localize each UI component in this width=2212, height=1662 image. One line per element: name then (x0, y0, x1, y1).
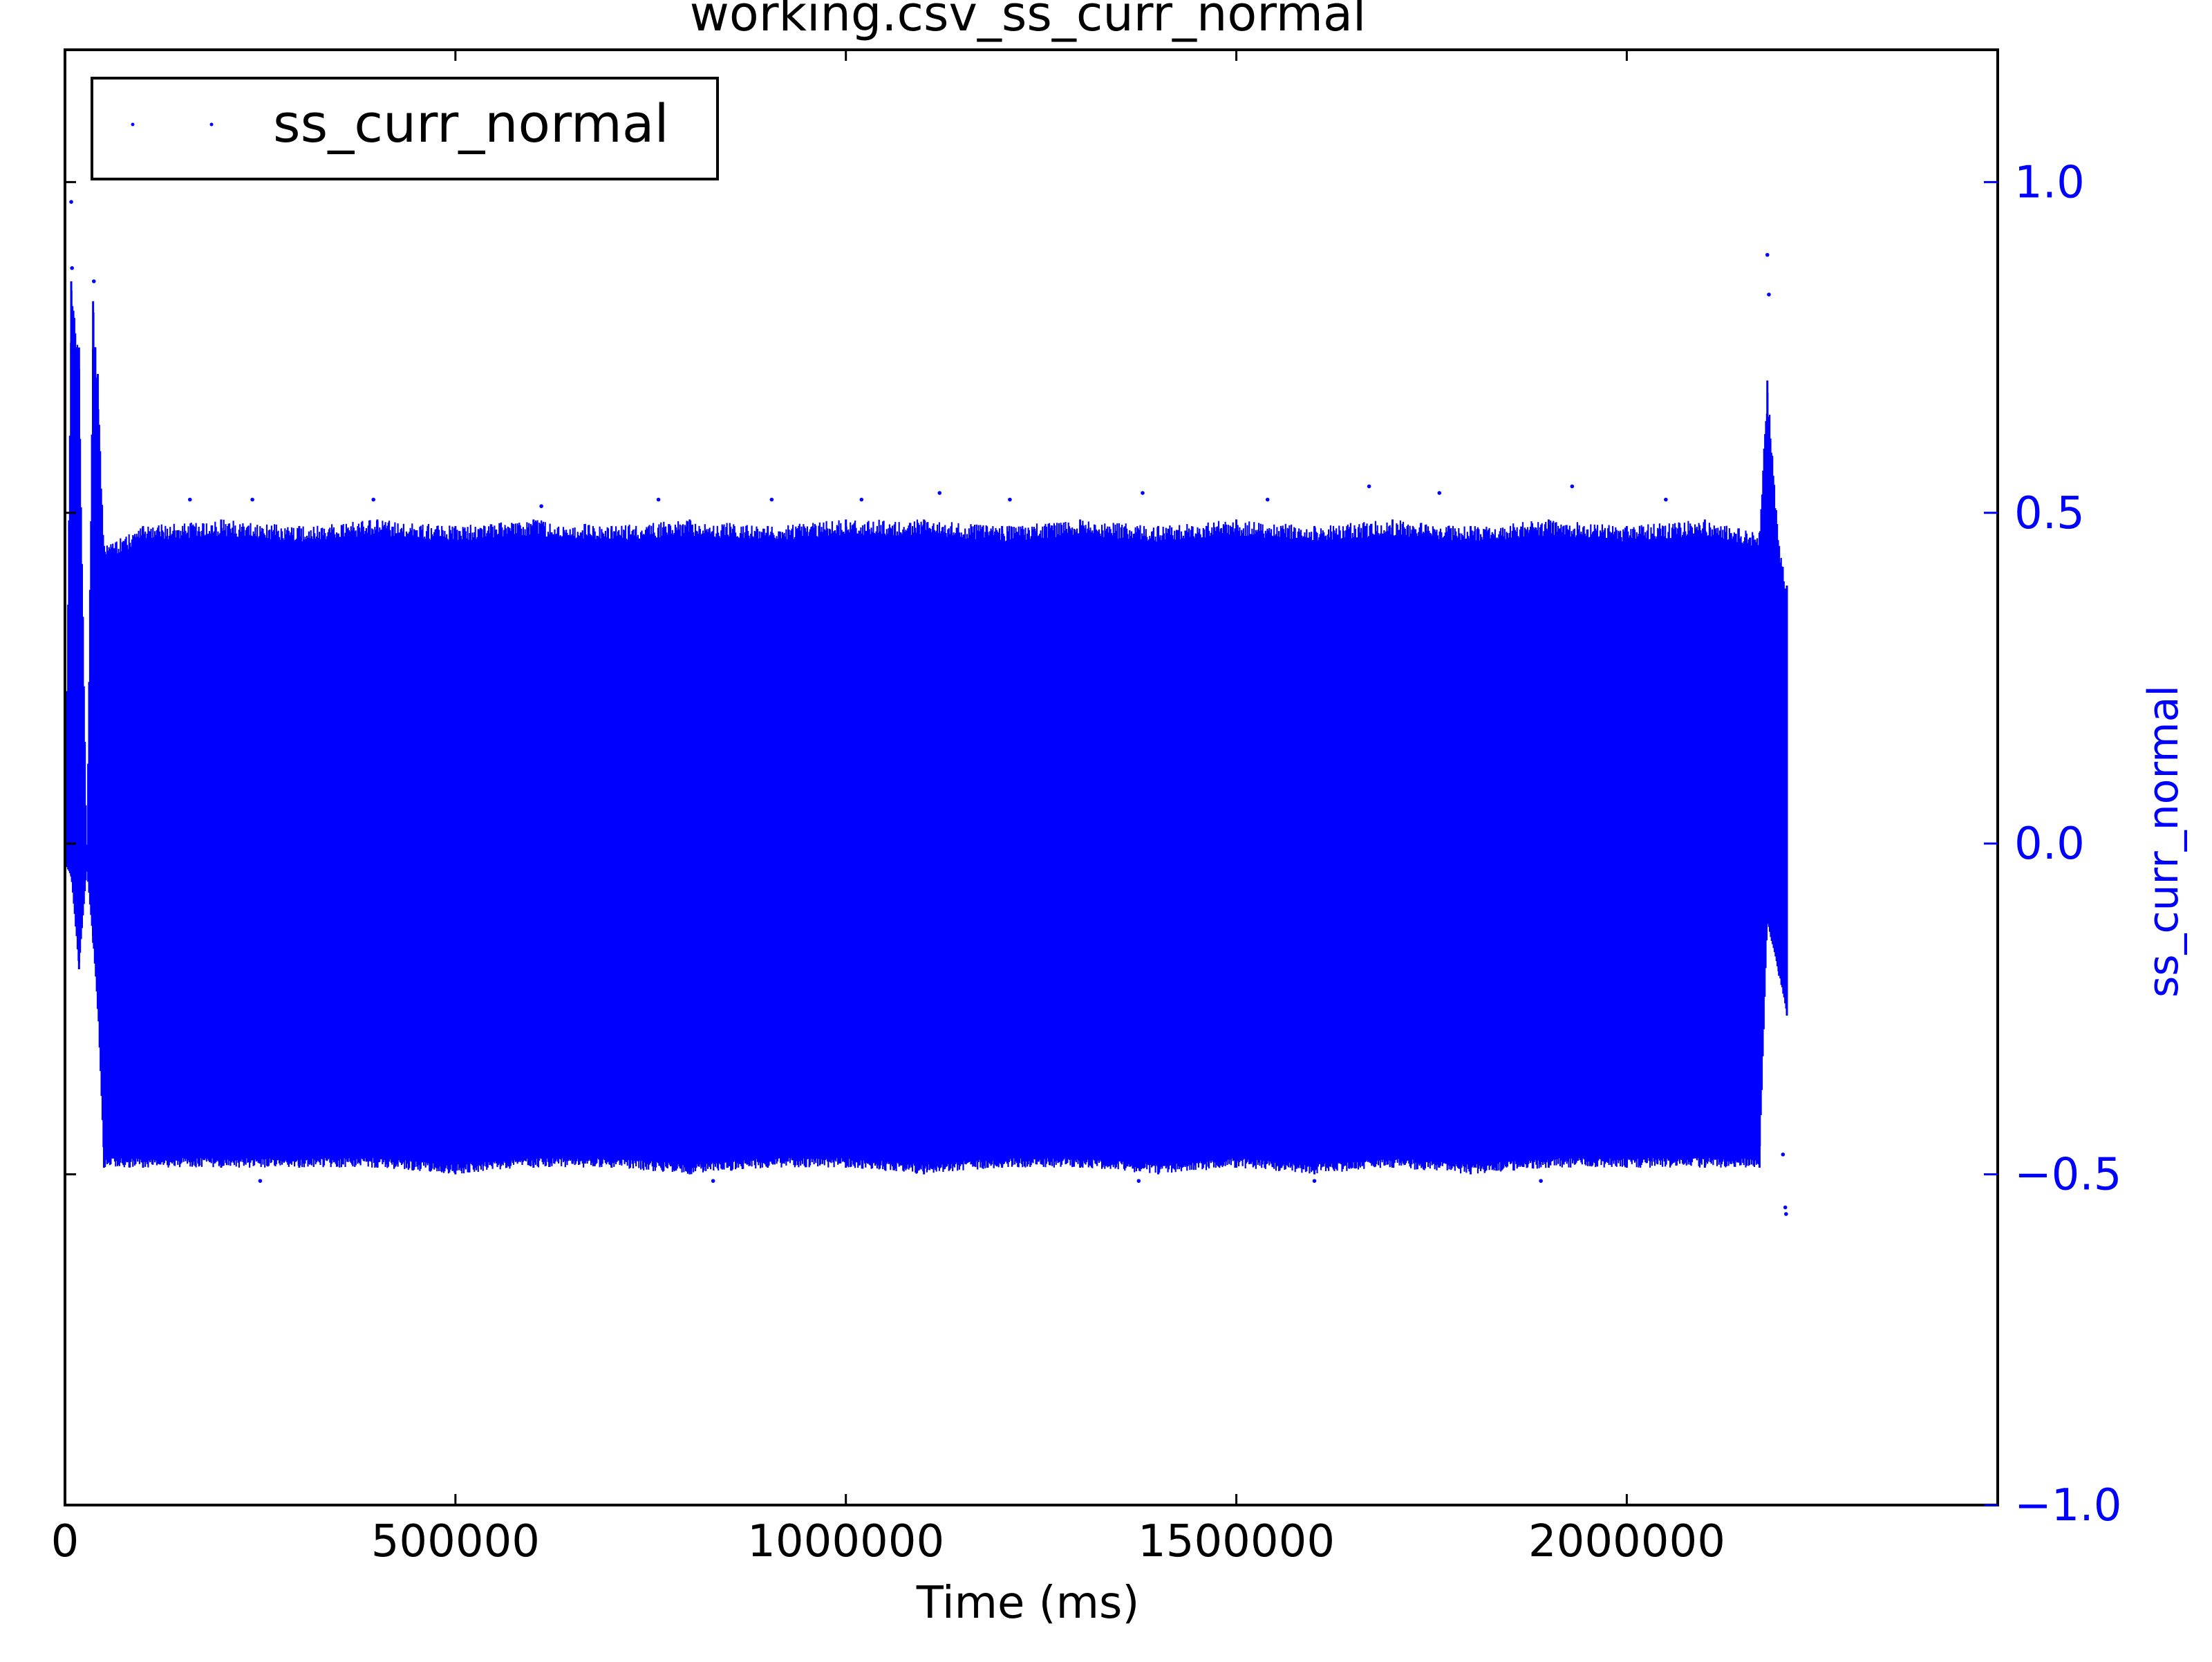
y-axis-label: ss_curr_normal (2139, 685, 2188, 998)
data-point (1781, 1152, 1785, 1157)
data-point (937, 491, 942, 495)
legend-label-ss-curr-normal: ss_curr_normal (273, 93, 669, 154)
chart-title: working.csv_ss_curr_normal (690, 0, 1367, 42)
y-tick-label: −0.5 (2014, 1150, 2121, 1201)
data-point (1136, 1179, 1141, 1183)
y-tick-label: 0.0 (2014, 819, 2085, 870)
data-point (1312, 1179, 1317, 1183)
data-point (1539, 1179, 1543, 1183)
data-point (1784, 1212, 1788, 1216)
data-point (711, 1179, 715, 1183)
data-point (539, 504, 543, 509)
data-point (371, 497, 376, 502)
y-tick-label: 1.0 (2014, 157, 2085, 208)
data-point (1008, 497, 1012, 502)
data-point (1141, 491, 1145, 495)
data-point (1765, 252, 1770, 257)
legend-marker-dot (209, 122, 214, 127)
x-tick-label: 0 (51, 1516, 79, 1567)
plot-frame (64, 48, 1999, 1506)
data-point (250, 497, 254, 502)
data-point (69, 200, 73, 204)
data-point (769, 497, 774, 502)
plot-area: 0 500000 1000000 1500000 2000000 −1.0 −0.5 0.0 0… (51, 48, 2121, 1567)
data-point (91, 279, 96, 283)
data-point (1437, 491, 1442, 495)
data-point (1367, 484, 1371, 489)
legend-frame (91, 77, 719, 180)
x-tick-label: 2000000 (1528, 1516, 1725, 1567)
y-tick-label: 0.5 (2014, 488, 2085, 539)
data-point (187, 497, 192, 502)
data-point (656, 497, 661, 502)
data-point (1783, 1205, 1788, 1210)
data-point (258, 1179, 263, 1183)
data-point (1767, 292, 1771, 297)
data-point (1265, 497, 1270, 502)
data-point (1664, 497, 1668, 502)
x-tick-label: 1000000 (747, 1516, 944, 1567)
data-point (70, 265, 74, 270)
data-point (859, 497, 864, 502)
series-ss-curr-normal-trace (64, 281, 1788, 1175)
legend-marker-dot (131, 122, 135, 127)
x-tick-label: 500000 (371, 1516, 540, 1567)
y-tick-label: −1.0 (2014, 1480, 2121, 1531)
x-tick-label: 1500000 (1138, 1516, 1335, 1567)
x-axis-label: Time (ms) (916, 1578, 1140, 1629)
legend: ss_curr_normal (91, 77, 719, 180)
data-point (1570, 484, 1575, 489)
